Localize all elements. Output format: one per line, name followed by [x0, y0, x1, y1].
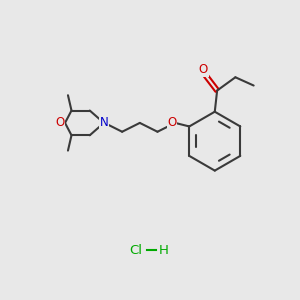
Text: O: O: [168, 116, 177, 129]
Text: N: N: [100, 116, 108, 129]
Text: H: H: [158, 244, 168, 256]
Text: O: O: [55, 116, 64, 129]
Text: Cl: Cl: [129, 244, 142, 256]
Text: O: O: [199, 63, 208, 76]
